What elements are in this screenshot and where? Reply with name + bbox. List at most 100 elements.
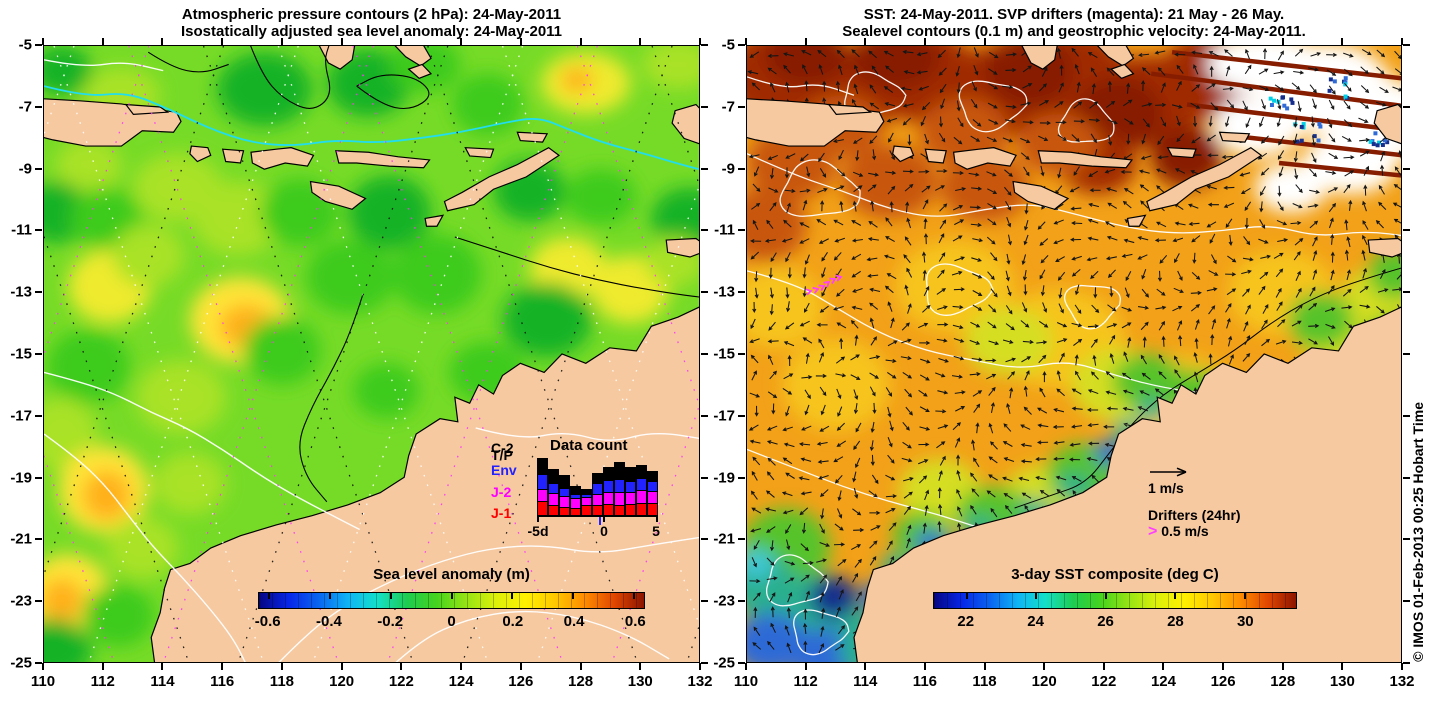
svp-drifter-track [805, 274, 843, 296]
x-tick-label: 130 [627, 673, 653, 690]
y-tick-label: -25 [10, 654, 32, 672]
x-axis-tick [923, 663, 926, 670]
x-axis-tick-top [579, 38, 582, 45]
data-count-bar [603, 466, 614, 516]
x-axis-tick [804, 663, 807, 670]
x-tick-label: 132 [687, 673, 713, 690]
x-axis-tick-top [400, 38, 403, 45]
data-count-segment [581, 505, 592, 516]
data-count-segment [603, 466, 614, 481]
y-axis-tick-right [701, 600, 708, 603]
x-tick-label: 124 [448, 673, 474, 690]
x-tick-label: 120 [1031, 673, 1057, 690]
x-axis-tick-top [340, 38, 343, 45]
x-tick-label: 122 [1091, 673, 1117, 690]
data-count-segment [614, 505, 625, 516]
x-axis-tick-top [1341, 38, 1344, 45]
colorbar-tick-label: -0.6 [254, 613, 281, 630]
colorbar-tick-label: 28 [1167, 613, 1184, 630]
y-axis-tick [738, 291, 745, 294]
pressure-contour-cyan [44, 85, 699, 171]
inset-axis-tick [537, 517, 539, 522]
y-axis-tick [738, 167, 745, 170]
sst-colorbar-title: 3-day SST composite (deg C) [1011, 566, 1219, 583]
colorbar-tick-label: 24 [1027, 613, 1044, 630]
colorbar-tick-label: 0.6 [624, 613, 646, 630]
data-count-bar [625, 466, 636, 516]
y-axis-tick-right [701, 662, 708, 664]
y-tick-label: -23 [10, 592, 32, 610]
y-axis-tick [35, 291, 42, 294]
x-tick-label: 130 [1329, 673, 1355, 690]
legend-env: Env [491, 462, 517, 478]
x-axis-tick-top [1281, 38, 1284, 45]
x-axis-tick [101, 663, 104, 670]
right-panel-title: SST: 24-May-2011. SVP drifters (magenta)… [746, 6, 1402, 40]
data-count-segment [647, 502, 658, 516]
x-axis-tick-top [699, 38, 701, 45]
x-axis-tick-top [42, 38, 44, 45]
y-tick-label: -21 [713, 530, 735, 548]
x-axis-tick [519, 663, 522, 670]
land [747, 46, 1401, 662]
x-axis-tick-top [864, 38, 867, 45]
y-axis-tick [738, 353, 745, 355]
y-axis-tick-right [1403, 538, 1410, 541]
colorbar-tick-label: -0.2 [377, 613, 404, 630]
data-count-bar [537, 458, 548, 516]
x-tick-label: 124 [1150, 673, 1176, 690]
data-count-bar [592, 473, 603, 516]
y-tick-label: -11 [714, 221, 735, 239]
y-axis-tick [35, 229, 42, 232]
y-axis-tick-right [1403, 476, 1410, 479]
y-axis-tick [35, 662, 42, 664]
inset-axis-tick [603, 517, 605, 522]
sla-colorbar: Sea level anomaly (m) -0.6 -0.4 -0.2 0 0.2 0.… [254, 566, 646, 631]
drifter-speed-label: 0.5 m/s [1161, 523, 1209, 539]
data-count-segment [625, 466, 636, 482]
x-axis-tick [864, 663, 867, 670]
data-count-bar [570, 486, 581, 516]
data-count-segment [636, 464, 647, 479]
y-axis-tick [35, 353, 42, 355]
data-count-segment [625, 503, 636, 516]
data-count-bar [559, 475, 570, 516]
x-axis-tick-top [1043, 38, 1046, 45]
y-tick-label: -9 [18, 160, 32, 178]
data-count-bar [614, 462, 625, 516]
y-axis-tick [35, 414, 42, 417]
x-axis-tick [1281, 663, 1284, 670]
colorbar-tick [1243, 592, 1246, 599]
y-axis-tick [738, 538, 745, 541]
left-panel-title: Atmospheric pressure contours (2 hPa): 2… [43, 6, 700, 40]
x-axis-tick [280, 663, 283, 670]
data-count-segment [548, 468, 559, 485]
x-tick-label: 114 [150, 673, 175, 690]
sst-colorbar-tick-labels: 22 24 26 28 30 [933, 613, 1297, 631]
y-axis-tick-right [701, 291, 708, 294]
colorbar-tick [1104, 592, 1107, 599]
y-tick-label: -7 [721, 98, 735, 116]
colorbar-tick [389, 592, 392, 599]
x-tick-label: 110 [733, 673, 759, 690]
y-tick-label: -11 [11, 221, 32, 239]
x-tick-label: 126 [1210, 673, 1236, 690]
drifter-legend-title: Drifters (24hr) [1148, 507, 1241, 523]
y-axis-tick-right [1403, 600, 1410, 603]
colorbar-tick [267, 592, 270, 599]
y-axis-tick-right [701, 538, 708, 541]
x-tick-label: 118 [972, 673, 997, 690]
y-tick-label: -15 [10, 345, 32, 363]
data-count-segment [614, 462, 625, 480]
x-axis-tick [579, 663, 582, 670]
velocity-drifter-legend: 1 m/s Drifters (24hr) > 0.5 m/s [1148, 464, 1241, 540]
inset-xtick-label: 5 [652, 523, 660, 539]
data-count-segment [537, 474, 548, 490]
x-axis-tick-top [983, 38, 986, 45]
legend-tp: T/P [491, 447, 513, 463]
data-count-segment [603, 503, 614, 516]
y-tick-label: -17 [10, 407, 32, 425]
land [44, 46, 699, 662]
x-axis-tick-top [923, 38, 926, 45]
